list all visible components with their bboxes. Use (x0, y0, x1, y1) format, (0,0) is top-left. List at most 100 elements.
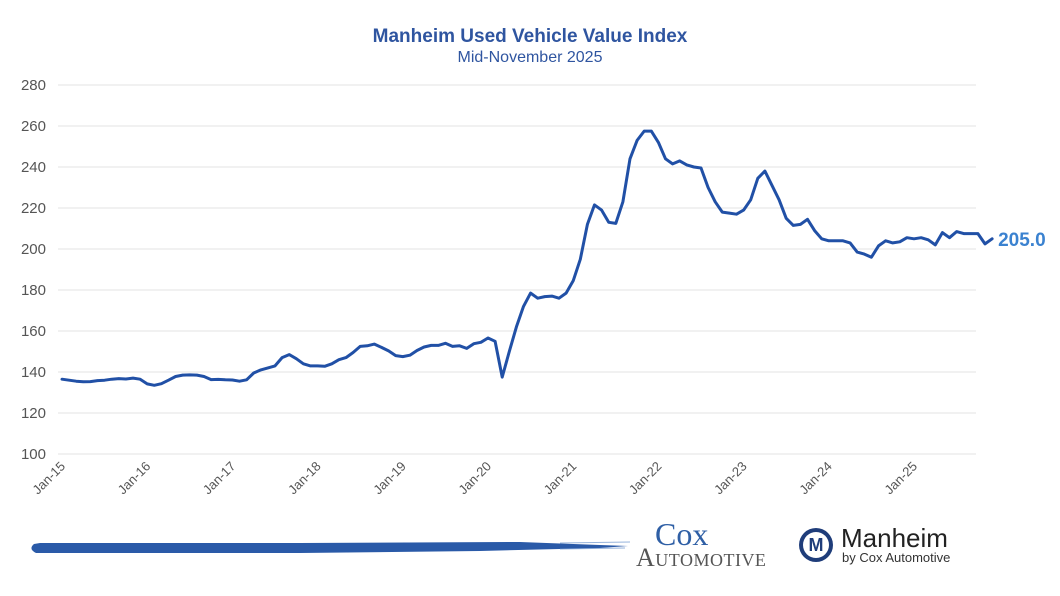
data-point (621, 200, 625, 203)
data-point (685, 163, 688, 167)
data-point (451, 345, 454, 348)
data-point (217, 378, 220, 381)
data-point (415, 349, 419, 352)
data-point (692, 165, 696, 169)
x-tick-label: Jan-15 (29, 459, 68, 498)
data-point (792, 224, 795, 227)
data-point (593, 203, 596, 207)
data-point (252, 371, 255, 375)
data-point (67, 379, 71, 382)
data-point (366, 344, 369, 347)
data-point (927, 238, 930, 241)
data-point (671, 162, 674, 166)
data-point (550, 294, 554, 298)
cox-automotive-wordmark: Automotive (636, 543, 767, 572)
data-point (444, 342, 447, 345)
y-tick-label: 260 (21, 118, 46, 135)
data-point (266, 366, 270, 370)
data-point (188, 373, 191, 377)
x-axis-ticks: Jan-15 Jan-16 Jan-17 Jan-18 Jan-19 Jan-20 Jan-… (29, 459, 920, 498)
data-point (479, 341, 483, 344)
data-point (330, 362, 333, 365)
data-point (905, 236, 909, 239)
data-point (678, 159, 681, 163)
data-point (841, 239, 845, 242)
data-point (430, 344, 433, 347)
data-point (82, 380, 85, 383)
data-point (543, 295, 546, 298)
data-point (714, 200, 717, 203)
data-point (742, 208, 745, 212)
data-point (387, 349, 390, 353)
y-axis-ticks: 100 120 140 160 180 200 220 240 260 280 (21, 77, 46, 463)
data-point (706, 186, 710, 189)
data-point (848, 241, 852, 245)
data-point (280, 356, 284, 359)
y-tick-label: 180 (21, 282, 46, 299)
data-point (75, 380, 78, 383)
data-point (522, 305, 525, 308)
data-point (820, 237, 823, 240)
data-point (231, 378, 234, 382)
data-point (146, 382, 149, 386)
data-point (650, 129, 653, 133)
data-point (728, 211, 731, 215)
data-point (373, 342, 376, 346)
data-point (138, 378, 142, 381)
data-point (536, 297, 539, 300)
manheim-logo-name: Manheim (841, 523, 948, 553)
data-point (160, 382, 163, 385)
data-point (493, 340, 497, 343)
data-point (273, 364, 277, 368)
y-tick-label: 220 (21, 200, 46, 217)
data-point (586, 223, 589, 226)
data-point (699, 166, 703, 170)
data-point (557, 297, 561, 300)
data-point (238, 380, 241, 383)
data-point (408, 354, 412, 357)
data-point (799, 223, 802, 226)
data-point (983, 242, 987, 246)
x-tick-label: Jan-21 (541, 459, 580, 498)
data-point (181, 373, 184, 377)
data-point (785, 217, 788, 220)
data-point (245, 378, 248, 381)
data-point (607, 221, 610, 224)
data-point (174, 375, 177, 378)
y-tick-label: 100 (21, 446, 46, 463)
data-point (501, 375, 504, 379)
x-tick-label: Jan-20 (455, 459, 494, 498)
data-point (969, 232, 972, 235)
data-point (664, 157, 667, 160)
data-point (458, 344, 461, 347)
data-point (614, 222, 617, 225)
cox-automotive-logo-top: Cox (655, 516, 709, 552)
data-point (749, 198, 752, 201)
data-point (813, 229, 816, 232)
manheim-logo-tagline: by Cox Automotive (842, 550, 951, 565)
data-point (202, 375, 206, 378)
data-point (89, 380, 92, 383)
y-tick-label: 160 (21, 323, 46, 340)
data-point (912, 237, 916, 240)
data-point (891, 241, 894, 245)
data-point (465, 347, 468, 350)
y-tick-label: 140 (21, 364, 46, 381)
data-point (316, 364, 319, 368)
x-tick-label: Jan-19 (370, 459, 409, 498)
data-point (863, 252, 866, 256)
data-point (472, 342, 475, 345)
data-point (96, 379, 99, 382)
data-point (756, 177, 759, 180)
data-point (721, 210, 724, 214)
data-point (344, 356, 348, 359)
data-point (572, 279, 575, 282)
data-point (834, 239, 838, 242)
brush-stroke-decoration (31, 541, 631, 553)
data-point (422, 345, 426, 349)
chart-subtitle: Mid-November 2025 (457, 49, 603, 66)
data-point (110, 378, 113, 381)
data-point (337, 358, 341, 361)
data-point (437, 344, 440, 347)
